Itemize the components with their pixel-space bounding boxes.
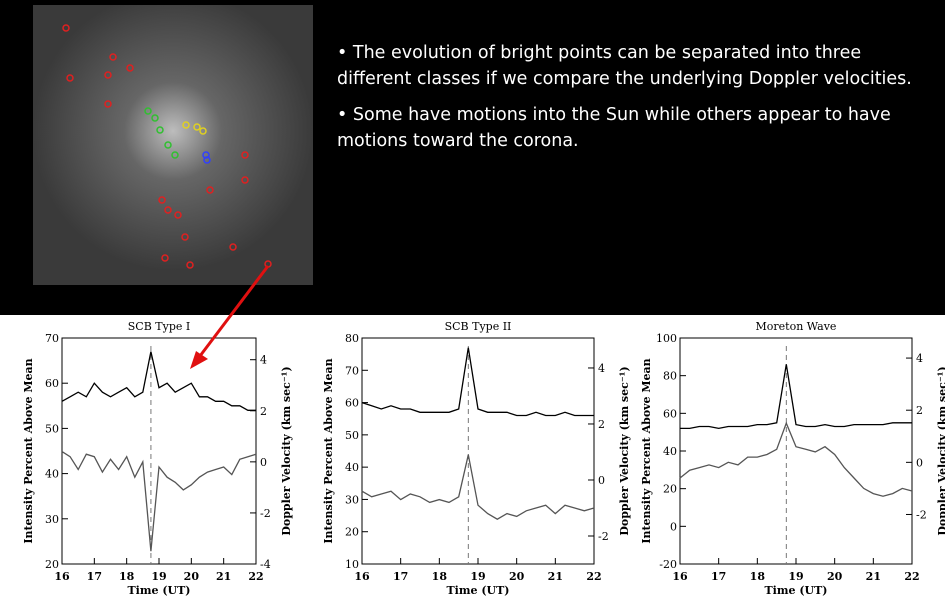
y2-tick-label: 2 bbox=[598, 418, 605, 431]
y2-tick-label: 2 bbox=[916, 404, 923, 417]
x-tick-label: 19 bbox=[151, 570, 166, 583]
y-tick-label: 100 bbox=[656, 332, 677, 345]
y-axis-label: Intensity Percent Above Mean bbox=[640, 358, 653, 543]
y-tick-label: 40 bbox=[663, 445, 677, 458]
x-tick-label: 18 bbox=[119, 570, 135, 583]
y-tick-label: 0 bbox=[670, 520, 677, 533]
x-axis-label: Time (UT) bbox=[446, 584, 509, 597]
y2-tick-label: 2 bbox=[260, 405, 267, 418]
y-tick-label: 70 bbox=[345, 364, 359, 377]
plot-frame bbox=[679, 337, 913, 565]
chart-title: SCB Type I bbox=[128, 320, 190, 333]
plot-frame bbox=[61, 337, 257, 565]
y-tick-label: 40 bbox=[45, 468, 59, 481]
plot-frame bbox=[361, 337, 595, 565]
y-tick-label: 20 bbox=[45, 558, 59, 571]
data-line bbox=[361, 454, 595, 520]
y2-tick-label: 0 bbox=[916, 456, 923, 469]
y-tick-label: 30 bbox=[45, 513, 59, 526]
y2-axis-label: Doppler Velocity (km sec⁻¹) bbox=[280, 366, 293, 535]
x-tick-label: 18 bbox=[750, 570, 766, 583]
y2-tick-label: 4 bbox=[916, 352, 923, 365]
x-tick-label: 18 bbox=[432, 570, 448, 583]
y-tick-label: 70 bbox=[45, 332, 59, 345]
y-tick-label: -20 bbox=[659, 558, 677, 571]
chart-title: Moreton Wave bbox=[756, 320, 837, 333]
y2-tick-label: -2 bbox=[916, 508, 927, 521]
x-tick-label: 21 bbox=[866, 570, 881, 583]
bullet: The evolution of bright points can be se… bbox=[337, 40, 927, 92]
y2-tick-label: 4 bbox=[598, 362, 605, 375]
x-tick-label: 22 bbox=[248, 570, 263, 583]
y-axis-label: Intensity Percent Above Mean bbox=[22, 358, 35, 543]
y2-tick-label: -2 bbox=[260, 507, 271, 520]
y2-axis-label: Doppler Velocity (km sec⁻¹) bbox=[936, 366, 945, 535]
x-tick-label: 20 bbox=[827, 570, 843, 583]
x-axis-label: Time (UT) bbox=[127, 584, 190, 597]
x-tick-label: 20 bbox=[184, 570, 200, 583]
y-axis-label: Intensity Percent Above Mean bbox=[322, 358, 335, 543]
y-tick-label: 60 bbox=[45, 377, 59, 390]
data-line bbox=[679, 421, 913, 497]
bullet: Some have motions into the Sun while oth… bbox=[337, 102, 927, 154]
y2-axis-label: Doppler Velocity (km sec⁻¹) bbox=[618, 366, 631, 535]
x-tick-label: 16 bbox=[672, 570, 688, 583]
x-tick-label: 19 bbox=[470, 570, 485, 583]
x-tick-label: 16 bbox=[354, 570, 370, 583]
chart-title: SCB Type II bbox=[445, 320, 512, 333]
y-tick-label: 10 bbox=[345, 558, 359, 571]
y2-tick-label: -2 bbox=[598, 530, 609, 543]
y-tick-label: 60 bbox=[345, 397, 359, 410]
y-tick-label: 20 bbox=[345, 526, 359, 539]
x-tick-label: 17 bbox=[87, 570, 102, 583]
y-tick-label: 50 bbox=[345, 429, 359, 442]
x-tick-label: 22 bbox=[586, 570, 601, 583]
y-tick-label: 80 bbox=[663, 370, 677, 383]
data-line bbox=[61, 351, 256, 411]
x-axis-label: Time (UT) bbox=[764, 584, 827, 597]
x-tick-label: 21 bbox=[216, 570, 231, 583]
y-tick-label: 20 bbox=[663, 483, 677, 496]
data-line bbox=[361, 347, 594, 417]
data-line bbox=[680, 364, 912, 430]
y-tick-label: 50 bbox=[45, 422, 59, 435]
x-tick-label: 19 bbox=[788, 570, 803, 583]
solar-image bbox=[33, 5, 313, 285]
y-tick-label: 80 bbox=[345, 332, 359, 345]
y-tick-label: 40 bbox=[345, 461, 359, 474]
x-tick-label: 22 bbox=[904, 570, 919, 583]
slide-top: The evolution of bright points can be se… bbox=[0, 0, 945, 315]
y2-tick-label: 4 bbox=[260, 354, 267, 367]
x-tick-label: 17 bbox=[711, 570, 726, 583]
x-tick-label: 20 bbox=[509, 570, 525, 583]
bullet-list: The evolution of bright points can be se… bbox=[337, 40, 927, 164]
x-tick-label: 16 bbox=[54, 570, 70, 583]
data-line bbox=[61, 451, 257, 552]
y2-tick-label: -4 bbox=[260, 558, 271, 571]
x-tick-label: 17 bbox=[393, 570, 408, 583]
x-tick-label: 21 bbox=[548, 570, 563, 583]
y-tick-label: 30 bbox=[345, 493, 359, 506]
y2-tick-label: 0 bbox=[598, 474, 605, 487]
y2-tick-label: 0 bbox=[260, 456, 267, 469]
y-tick-label: 60 bbox=[663, 407, 677, 420]
